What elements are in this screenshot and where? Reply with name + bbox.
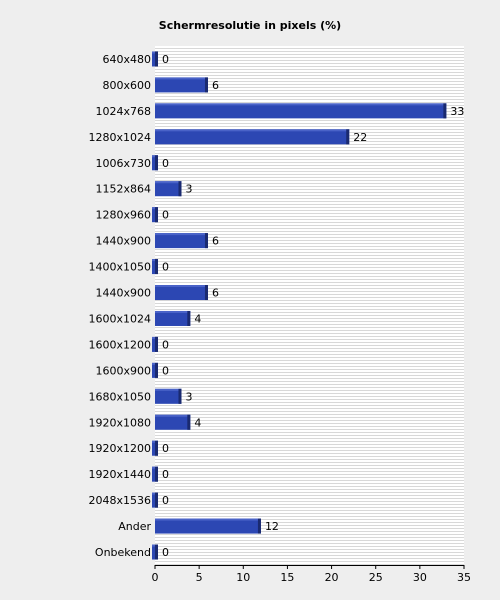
bar-highlight (155, 181, 182, 184)
category-label: 1152x864 (96, 183, 152, 196)
chart-title: Schermresolutie in pixels (%) (159, 19, 341, 32)
data-label: 3 (185, 390, 192, 403)
bar-edge (443, 103, 447, 119)
bar-highlight (155, 518, 261, 521)
x-tick-label: 0 (152, 571, 159, 584)
category-label: 1006x730 (96, 157, 152, 170)
category-labels: 640x480 800x600 1024x768 1280x1024 1006x730 1… (89, 53, 152, 559)
category-label: 1600x1024 (89, 312, 152, 325)
bar-edge (346, 129, 350, 145)
x-tick-label: 5 (196, 571, 203, 584)
data-label: 0 (162, 494, 169, 507)
category-label: 1920x1200 (89, 442, 152, 455)
data-label: 12 (265, 520, 279, 533)
category-label: 1920x1440 (89, 468, 152, 481)
bar (155, 103, 447, 119)
bar-edge (187, 414, 191, 430)
data-label: 33 (450, 105, 464, 118)
bar (155, 77, 208, 93)
bar-edge (155, 155, 158, 171)
category-label: 1024x768 (96, 105, 152, 118)
bar-edge (155, 544, 158, 560)
data-label: 3 (185, 183, 192, 196)
data-label: 0 (162, 338, 169, 351)
bar-edge (155, 440, 158, 456)
data-label: 6 (212, 79, 219, 92)
category-label: 1920x1080 (89, 416, 152, 429)
data-label: 0 (162, 364, 169, 377)
bar-edge (155, 336, 158, 352)
bar-edge (155, 492, 158, 508)
bar-edge (187, 310, 191, 326)
data-label: 4 (194, 312, 201, 325)
bar-edge (204, 77, 208, 93)
category-label: 1440x900 (96, 235, 152, 248)
bar-highlight (155, 388, 182, 391)
category-label: 1600x1200 (89, 338, 152, 351)
category-label: 1440x900 (96, 287, 152, 300)
category-label: 1600x900 (96, 364, 152, 377)
data-label: 6 (212, 287, 219, 300)
bars (152, 51, 447, 560)
bar-edge (204, 233, 208, 249)
bar (155, 233, 208, 249)
data-label: 4 (194, 416, 201, 429)
data-label: 0 (162, 546, 169, 559)
bar-highlight (155, 285, 208, 288)
category-label: Ander (118, 520, 151, 533)
data-label: 0 (162, 157, 169, 170)
data-label: 0 (162, 209, 169, 222)
bar (155, 388, 182, 404)
data-label: 6 (212, 235, 219, 248)
category-label: Onbekend (95, 546, 151, 559)
x-tick-label: 20 (325, 571, 339, 584)
axes: 0 5 10 15 20 25 30 35 (152, 565, 471, 584)
bar-highlight (155, 103, 447, 106)
bar-edge (155, 362, 158, 378)
bar-highlight (155, 129, 350, 132)
data-label: 0 (162, 442, 169, 455)
bar-edge (155, 259, 158, 275)
data-label: 0 (162, 468, 169, 481)
category-label: 800x600 (102, 79, 151, 92)
x-tick-label: 30 (413, 571, 427, 584)
bar-edge (178, 181, 182, 197)
data-label: 0 (162, 261, 169, 274)
x-tick-label: 15 (280, 571, 294, 584)
bar (155, 414, 191, 430)
bar (155, 518, 261, 534)
data-label: 22 (353, 131, 367, 144)
bar (155, 129, 350, 145)
bar-edge (178, 388, 182, 404)
bar-edge (155, 466, 158, 482)
bar-highlight (155, 310, 191, 313)
category-label: 2048x1536 (89, 494, 152, 507)
bar-edge (155, 207, 158, 223)
data-label: 0 (162, 53, 169, 66)
bar-highlight (155, 77, 208, 80)
category-label: 1680x1050 (89, 390, 152, 403)
category-label: 1280x1024 (89, 131, 152, 144)
bar-edge (204, 285, 208, 301)
bar (155, 285, 208, 301)
bar-edge (257, 518, 261, 534)
bar-edge (155, 51, 158, 67)
bar (155, 181, 182, 197)
bar (155, 310, 191, 326)
category-label: 1400x1050 (89, 261, 152, 274)
category-label: 640x480 (102, 53, 151, 66)
category-label: 1280x960 (96, 209, 152, 222)
x-tick-label: 10 (236, 571, 250, 584)
x-tick-label: 25 (369, 571, 383, 584)
bar-highlight (155, 233, 208, 236)
bar-highlight (155, 414, 191, 417)
x-tick-label: 35 (457, 571, 471, 584)
